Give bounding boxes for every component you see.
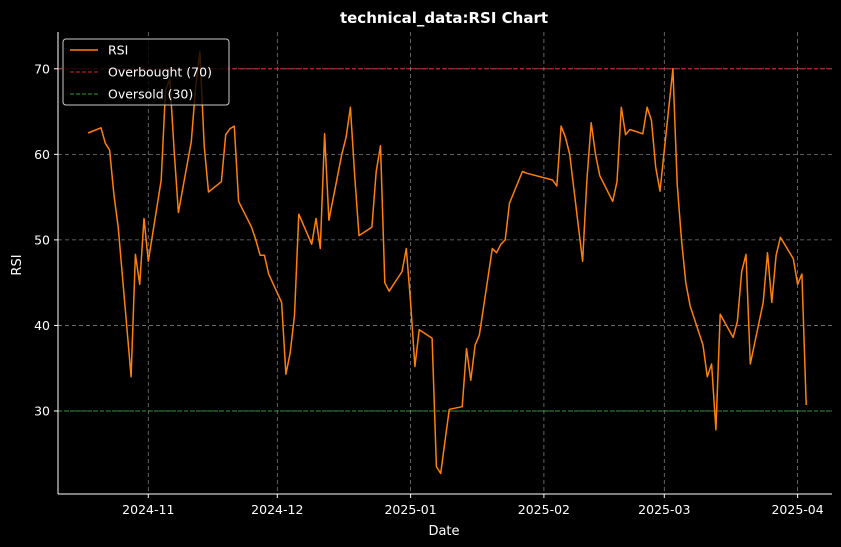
chart-title: technical_data:RSI Chart: [340, 9, 548, 27]
series-layer: [87, 50, 807, 475]
legend: RSI Overbought (70) Oversold (30): [62, 38, 230, 106]
x-axis-ticks: 2024-11 2024-12 2025-01 2025-02 2025-03 2025-…: [122, 494, 824, 517]
x-tick-label: 2025-01: [384, 502, 436, 517]
y-tick-label: 30: [34, 404, 50, 419]
y-axis-label: RSI: [10, 254, 25, 275]
rsi-line: [87, 50, 807, 475]
y-tick-label: 70: [34, 61, 50, 76]
x-tick-label: 2025-03: [638, 502, 690, 517]
y-tick-label: 40: [34, 318, 50, 333]
x-tick-label: 2025-02: [518, 502, 570, 517]
x-axis-label: Date: [428, 524, 459, 539]
x-tick-label: 2024-11: [122, 502, 174, 517]
y-axis-ticks: 30 40 50 60 70: [34, 61, 58, 419]
legend-label-overbought: Overbought (70): [108, 65, 212, 80]
x-tick-label: 2024-12: [251, 502, 303, 517]
legend-label-oversold: Oversold (30): [108, 87, 193, 102]
legend-label-rsi: RSI: [108, 43, 128, 58]
y-tick-label: 50: [34, 232, 50, 247]
x-tick-label: 2025-04: [771, 502, 823, 517]
legend-box: [62, 38, 230, 106]
axes: [57, 32, 832, 495]
y-tick-label: 60: [34, 147, 50, 162]
